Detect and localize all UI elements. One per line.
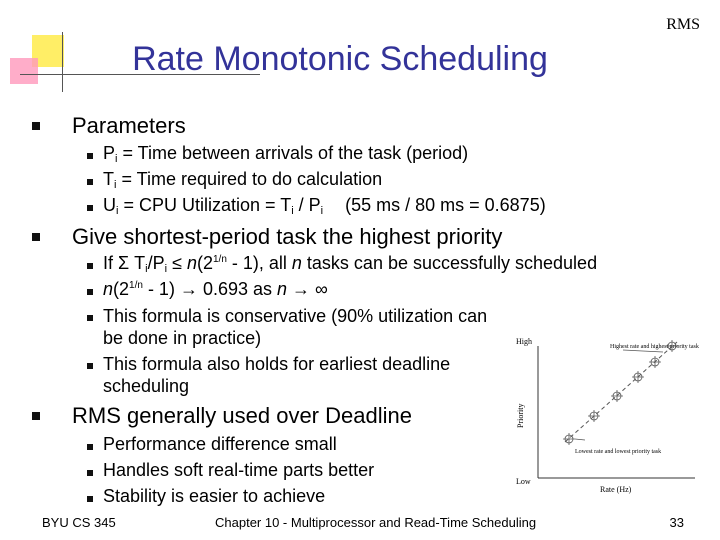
text-run: / P [293, 195, 321, 215]
sub-bullet: Performance difference small [103, 434, 337, 454]
text-run: n [186, 253, 197, 273]
corner-label: RMS [666, 16, 700, 33]
note: Highest rate and highest priority task [610, 344, 699, 350]
text-run: 1/n [129, 280, 143, 291]
sub-bullet: Ti = Time required to do calculation [103, 169, 382, 191]
text-run: n [103, 279, 114, 299]
slide-title: Rate Monotonic Scheduling [132, 40, 548, 78]
text-run: (55 ms / 80 ms = 0.6875) [345, 195, 546, 215]
sub-bullet: If Σ Ti/Pi ≤ n(21/n - 1), all n tasks ca… [103, 253, 597, 275]
bullet [87, 289, 93, 295]
points [563, 340, 678, 445]
bullet [87, 263, 93, 269]
footer-center: Chapter 10 - Multiprocessor and Read-Tim… [215, 515, 537, 530]
text-run: i [164, 263, 168, 275]
priority-figure: High Low Priority Rate (Hz) Highest rate… [516, 337, 699, 494]
axis-label: Low [516, 477, 531, 486]
bullet [87, 444, 93, 450]
footer-left: BYU CS 345 [42, 515, 116, 530]
decor-line [62, 32, 63, 92]
decor-pink [10, 58, 38, 84]
sub-bullet: Stability is easier to achieve [103, 486, 326, 506]
note: Lowest rate and lowest priority task [575, 449, 661, 455]
bullet [87, 496, 93, 502]
sub-bullet: This formula is conservative (90% utiliz… [103, 306, 488, 348]
bullet [87, 363, 93, 369]
text-run: i [116, 205, 119, 217]
text-run: P [103, 143, 116, 163]
text-run: U [103, 195, 116, 215]
sub-bullet: n(21/n - 1) → 0.693 as n → ∞ [103, 279, 328, 300]
text-run: i [145, 263, 148, 275]
decor-line [20, 74, 260, 75]
bullet [87, 315, 93, 321]
text-run: - 1), all [226, 253, 292, 273]
text-run: i [115, 153, 118, 165]
axis-title: Priority [516, 404, 525, 428]
text-run: - 1) → 0.693 as [142, 279, 277, 299]
bullet-text: RMS generally used over Deadline [72, 403, 412, 428]
text-run: = Time between arrivals of the task (per… [117, 143, 469, 163]
text-run: = CPU Utilization = T [118, 195, 292, 215]
text-run: (2 [113, 279, 130, 299]
bullet-text: Parameters [72, 113, 186, 138]
bullet [32, 233, 40, 241]
text-run: If Σ T [103, 253, 146, 273]
bullet [87, 205, 93, 211]
bullet [87, 470, 93, 476]
sub-bullet: Handles soft real-time parts better [103, 460, 375, 480]
text-run: n [291, 253, 302, 273]
text-run: i [114, 179, 117, 191]
text-run: 1/n [212, 254, 227, 265]
text-run: T [103, 169, 114, 189]
bullet [32, 412, 40, 420]
sub-bullet: Pi = Time between arrivals of the task (… [103, 143, 468, 165]
text-run: i [291, 205, 294, 217]
axis-title: Rate (Hz) [600, 485, 632, 494]
bullet-text: Give shortest-period task the highest pr… [72, 224, 503, 249]
text-run: i [320, 205, 324, 217]
axis-label: High [516, 337, 532, 346]
text-run: → ∞ [287, 279, 328, 299]
text-run: n [277, 279, 288, 299]
text-run: tasks can be successfully scheduled [301, 253, 598, 273]
text-run: /P [147, 253, 165, 273]
page-number: 33 [669, 515, 684, 530]
bullet [87, 179, 93, 185]
sub-bullet: This formula also holds for earliest dea… [103, 354, 451, 396]
trend-line [564, 341, 678, 443]
text-run: (2 [196, 253, 213, 273]
text-run: ≤ [167, 253, 187, 273]
bullet [32, 122, 40, 130]
text-run: = Time required to do calculation [116, 169, 383, 189]
sub-bullet: Ui = CPU Utilization = Ti / Pi (55 ms / 8… [103, 195, 546, 217]
bullet [87, 153, 93, 159]
